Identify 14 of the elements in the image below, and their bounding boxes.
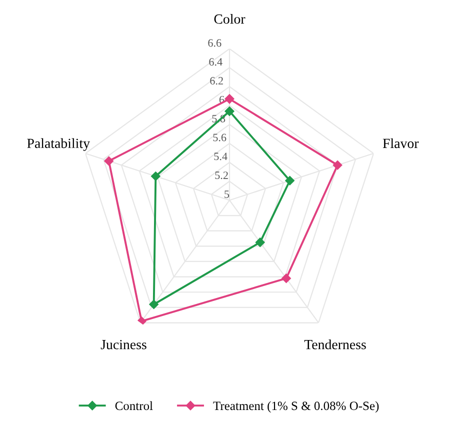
y-tick-label: 5.6 — [213, 134, 226, 142]
y-tick-label: 6.2 — [210, 77, 223, 85]
spoke-label: Juciness — [100, 340, 146, 350]
spoke-label: Tenderness — [304, 340, 366, 350]
y-tick-label: 5 — [224, 190, 230, 198]
y-tick-label: 6.4 — [209, 58, 222, 66]
y-tick-label: 6.6 — [208, 39, 222, 47]
y-tick-label: 5.2 — [215, 172, 228, 180]
spoke-label: Flavor — [382, 138, 419, 148]
spoke-label: Palatability — [27, 138, 90, 151]
legend-label: Control — [115, 401, 153, 410]
spoke-label: Color — [214, 14, 246, 24]
legend-label: Treatment (1% S & 0.08% O-Se) — [213, 401, 379, 413]
y-tick-label: 5.4 — [214, 152, 228, 160]
